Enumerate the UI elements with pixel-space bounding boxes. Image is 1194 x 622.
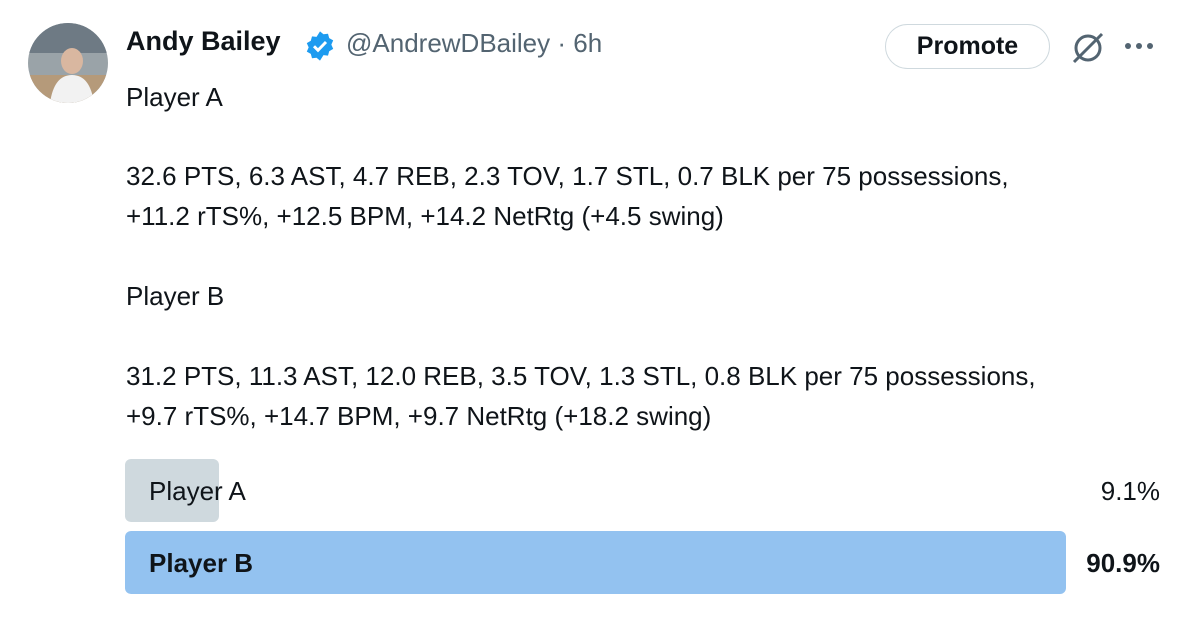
author-name[interactable]: Andy Bailey xyxy=(126,26,281,56)
promote-button[interactable]: Promote xyxy=(885,24,1050,69)
poll-bar xyxy=(125,459,220,522)
body-line: 31.2 PTS, 11.3 AST, 12.0 REB, 3.5 TOV, 1… xyxy=(126,361,1036,391)
more-menu[interactable] xyxy=(1120,36,1160,56)
handle[interactable]: @AndrewDBailey xyxy=(346,28,551,58)
body-line: +11.2 rTS%, +12.5 BPM, +14.2 NetRtg (+4.… xyxy=(126,201,724,231)
poll-bar xyxy=(125,531,1066,594)
poll-percent: 90.9% xyxy=(1086,548,1160,578)
body-line: Player A xyxy=(126,82,223,112)
poll-option-label: Player A xyxy=(149,476,246,506)
verified-badge xyxy=(306,31,334,61)
grok-icon[interactable] xyxy=(1068,28,1108,68)
avatar[interactable] xyxy=(28,23,108,103)
author-handle[interactable]: @AndrewDBailey · 6h xyxy=(346,28,602,59)
timestamp[interactable]: · 6h xyxy=(557,28,603,58)
body-line: 32.6 PTS, 6.3 AST, 4.7 REB, 2.3 TOV, 1.7… xyxy=(126,161,1009,191)
body-line: Player B xyxy=(126,281,225,311)
poll-percent: 9.1% xyxy=(1100,476,1160,506)
body-line: +9.7 rTS%, +14.7 BPM, +9.7 NetRtg (+18.2… xyxy=(126,401,712,431)
poll-option-label: Player B xyxy=(149,548,254,578)
